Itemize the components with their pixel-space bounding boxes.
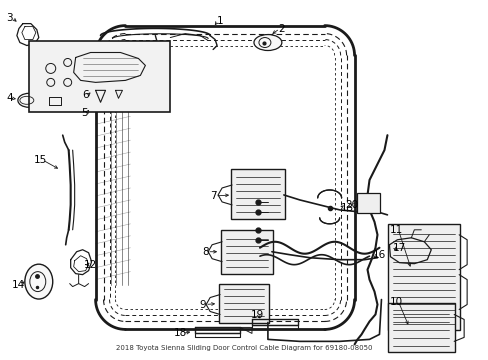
Ellipse shape	[18, 93, 40, 107]
Text: 20: 20	[345, 200, 357, 210]
FancyBboxPatch shape	[29, 41, 170, 112]
Text: 15: 15	[34, 155, 47, 165]
Text: 12: 12	[84, 260, 97, 270]
Text: 2: 2	[278, 24, 285, 33]
Text: 14: 14	[12, 280, 25, 289]
Text: 11: 11	[389, 225, 402, 235]
Text: 5: 5	[81, 108, 88, 118]
Text: 19: 19	[250, 310, 263, 320]
Text: 18: 18	[173, 328, 186, 338]
Text: 16: 16	[372, 250, 386, 260]
FancyBboxPatch shape	[230, 169, 285, 219]
Text: 1: 1	[216, 15, 223, 26]
Text: 7: 7	[209, 191, 216, 201]
Text: 6: 6	[82, 90, 89, 100]
Text: 13: 13	[340, 203, 353, 213]
FancyBboxPatch shape	[221, 230, 272, 274]
FancyBboxPatch shape	[387, 224, 459, 330]
Text: 10: 10	[389, 297, 402, 306]
Text: 8: 8	[202, 247, 208, 257]
Text: 4: 4	[6, 93, 13, 103]
Text: 9: 9	[200, 300, 206, 310]
FancyBboxPatch shape	[356, 193, 380, 213]
Ellipse shape	[253, 35, 281, 50]
Ellipse shape	[25, 264, 53, 299]
Text: 3: 3	[6, 13, 13, 23]
Text: 17: 17	[392, 243, 405, 253]
Text: 2018 Toyota Sienna Sliding Door Control Cable Diagram for 69180-08050: 2018 Toyota Sienna Sliding Door Control …	[116, 345, 371, 351]
FancyBboxPatch shape	[387, 302, 454, 352]
FancyBboxPatch shape	[219, 284, 268, 323]
